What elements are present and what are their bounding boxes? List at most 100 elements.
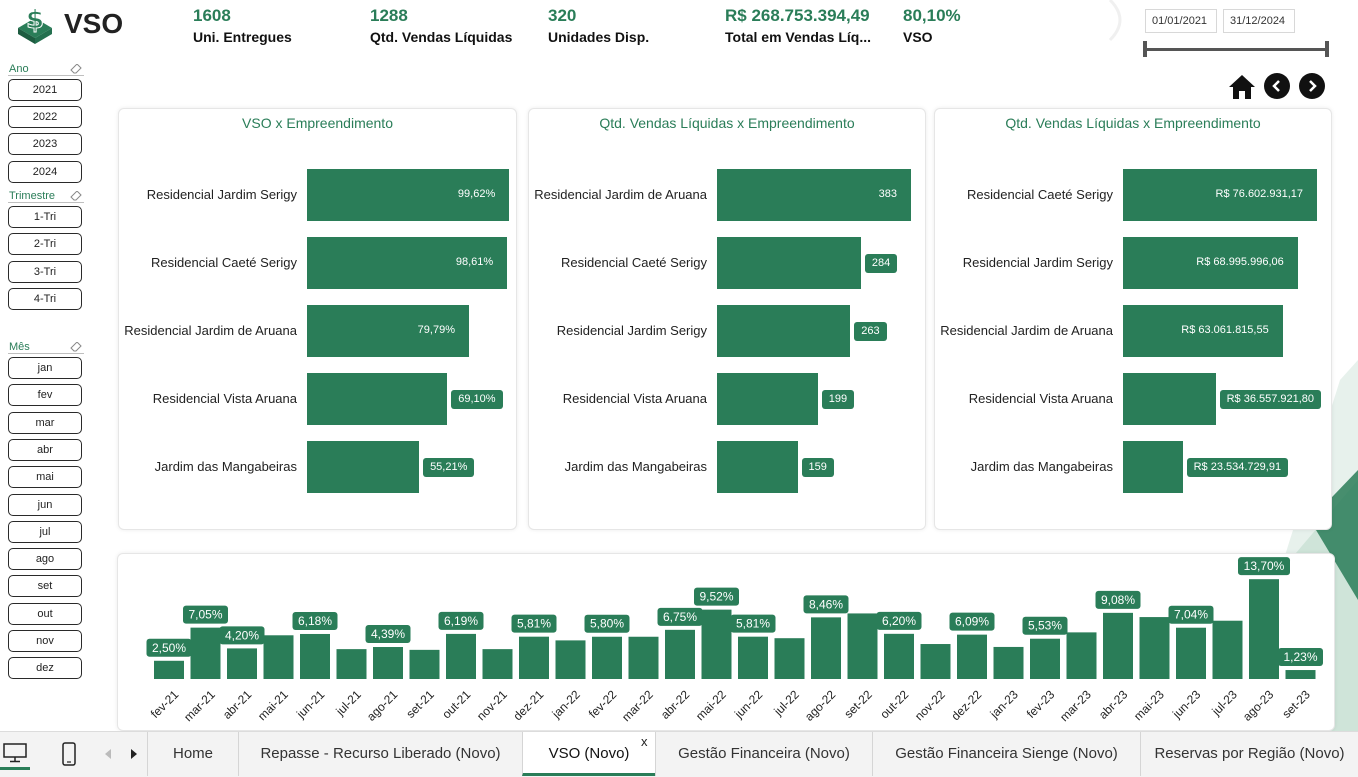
timeline-label-text: 6,75% xyxy=(663,610,697,624)
timeline-bar[interactable] xyxy=(1030,638,1060,679)
bar[interactable] xyxy=(717,169,911,221)
timeline-bar[interactable] xyxy=(811,617,841,679)
close-tab-icon[interactable]: x xyxy=(641,734,648,749)
page-tab[interactable]: Repasse - Recurso Liberado (Novo) xyxy=(238,732,522,776)
timeline-bar[interactable] xyxy=(190,627,221,679)
slicer-mes-item[interactable]: ago xyxy=(8,548,82,571)
bar[interactable] xyxy=(307,169,510,221)
bar[interactable] xyxy=(307,305,469,357)
bar[interactable] xyxy=(717,237,861,289)
date-slider-track[interactable] xyxy=(1145,48,1327,51)
timeline-bar[interactable] xyxy=(1176,627,1206,679)
slicer-ano-item[interactable]: 2021 xyxy=(8,79,82,101)
timeline-bar[interactable] xyxy=(592,636,622,679)
timeline-data-label: 7,05% xyxy=(183,605,228,624)
timeline-bar[interactable] xyxy=(957,634,987,679)
date-slider-handle-end[interactable] xyxy=(1325,41,1329,57)
timeline-bar[interactable] xyxy=(1103,612,1133,679)
bar[interactable] xyxy=(717,441,798,493)
slicer-mes-item[interactable]: set xyxy=(8,575,82,598)
timeline-bar[interactable] xyxy=(409,649,440,679)
timeline-bar[interactable] xyxy=(993,646,1024,679)
bar[interactable] xyxy=(1123,237,1298,289)
timeline-label-text: 13,70% xyxy=(1244,559,1285,573)
bar[interactable] xyxy=(307,373,448,425)
timeline-bar[interactable] xyxy=(555,640,586,679)
timeline-bar[interactable] xyxy=(920,644,951,679)
timeline-bar[interactable] xyxy=(263,635,294,679)
page-tab[interactable]: Home xyxy=(147,732,238,776)
timeline-bar[interactable] xyxy=(373,647,403,679)
page-tab[interactable]: Gestão Financeira Sienge (Novo) xyxy=(872,732,1140,776)
bar[interactable] xyxy=(717,305,851,357)
slicer-mes-item[interactable]: abr xyxy=(8,438,82,461)
timeline-bar[interactable] xyxy=(446,633,476,679)
slicer-mes-item[interactable]: nov xyxy=(8,630,82,652)
timeline-bar[interactable] xyxy=(701,609,732,679)
slicer-trimestre-item[interactable]: 3-Tri xyxy=(8,260,82,283)
slicer-mes-item[interactable]: jul xyxy=(8,520,82,543)
phone-view-button[interactable] xyxy=(58,738,80,770)
timeline-data-label: 9,52% xyxy=(694,587,739,606)
timeline-bar[interactable] xyxy=(482,649,513,679)
slicer-mes-item[interactable]: jun xyxy=(8,493,82,516)
timeline-tick-label: mai-22 xyxy=(693,687,729,723)
timeline-bar[interactable] xyxy=(884,633,914,679)
slicer-mes-item[interactable]: fev xyxy=(8,384,82,407)
slicer-mes-item[interactable]: dez xyxy=(8,657,82,680)
timeline-bar[interactable] xyxy=(1285,670,1316,679)
timeline-data-label: 4,20% xyxy=(219,626,265,645)
timeline-bar[interactable] xyxy=(336,649,367,679)
bar[interactable] xyxy=(1123,305,1283,357)
timeline-bar[interactable] xyxy=(227,648,257,679)
timeline-bar[interactable] xyxy=(1212,620,1243,679)
slicer-mes-item[interactable]: jan xyxy=(8,357,82,379)
home-button[interactable] xyxy=(1228,73,1256,101)
bar[interactable] xyxy=(1123,169,1317,221)
timeline-bar[interactable] xyxy=(300,633,330,679)
slicer-mes-item[interactable]: out xyxy=(8,602,82,625)
slicer-trimestre-item[interactable]: 4-Tri xyxy=(8,287,82,310)
page-tab[interactable]: Gestão Financeira (Novo) xyxy=(655,732,872,776)
eraser-icon[interactable] xyxy=(70,342,82,352)
timeline-label-bg xyxy=(183,605,228,624)
slicer-trimestre-item[interactable]: 2-Tri xyxy=(8,233,82,256)
slicer-trimestre-item[interactable]: 1-Tri xyxy=(8,206,82,228)
date-slider-handle-start[interactable] xyxy=(1143,41,1147,57)
kpi-uni-entregues: 1608 Uni. Entregues xyxy=(193,6,292,45)
bar[interactable] xyxy=(1123,373,1216,425)
desktop-view-button[interactable] xyxy=(0,738,30,770)
timeline-tick-label: ago-23 xyxy=(1240,687,1277,724)
bar[interactable] xyxy=(717,373,818,425)
timeline-bar[interactable] xyxy=(154,660,184,679)
timeline-bar[interactable] xyxy=(665,629,695,679)
eraser-icon[interactable] xyxy=(70,191,82,201)
slicer-ano-item[interactable]: 2024 xyxy=(8,160,82,183)
timeline-bar[interactable] xyxy=(774,638,805,679)
slicer-ano-item[interactable]: 2023 xyxy=(8,133,82,156)
next-page-button[interactable] xyxy=(1299,73,1325,99)
prev-page-button[interactable] xyxy=(1264,73,1290,99)
scroll-tabs-left-button[interactable] xyxy=(100,738,116,770)
bar[interactable] xyxy=(1123,441,1183,493)
timeline-bar[interactable] xyxy=(628,636,659,679)
page-tab[interactable]: Reservas por Região (Novo) xyxy=(1140,732,1358,776)
eraser-icon[interactable] xyxy=(70,64,82,74)
bar[interactable] xyxy=(307,237,508,289)
timeline-bar[interactable] xyxy=(1139,617,1170,679)
slicer-divider xyxy=(8,353,84,354)
timeline-bar[interactable] xyxy=(738,636,768,679)
slicer-ano-item[interactable]: 2022 xyxy=(8,106,82,129)
date-start-input[interactable]: 01/01/2021 xyxy=(1145,9,1217,33)
page-tab[interactable]: VSO (Novo) xyxy=(522,732,655,776)
timeline-bar[interactable] xyxy=(1066,632,1097,679)
bar[interactable] xyxy=(307,441,420,493)
slicer-mes-item[interactable]: mar xyxy=(8,411,82,434)
slicer-mes-item[interactable]: mai xyxy=(8,466,82,489)
timeline-data-label: 9,08% xyxy=(1095,590,1141,609)
timeline-bar[interactable] xyxy=(519,636,549,679)
scroll-tabs-right-button[interactable] xyxy=(126,738,142,770)
date-end-input[interactable]: 31/12/2024 xyxy=(1223,9,1295,33)
timeline-bar[interactable] xyxy=(1249,579,1279,679)
timeline-bar[interactable] xyxy=(847,613,878,679)
